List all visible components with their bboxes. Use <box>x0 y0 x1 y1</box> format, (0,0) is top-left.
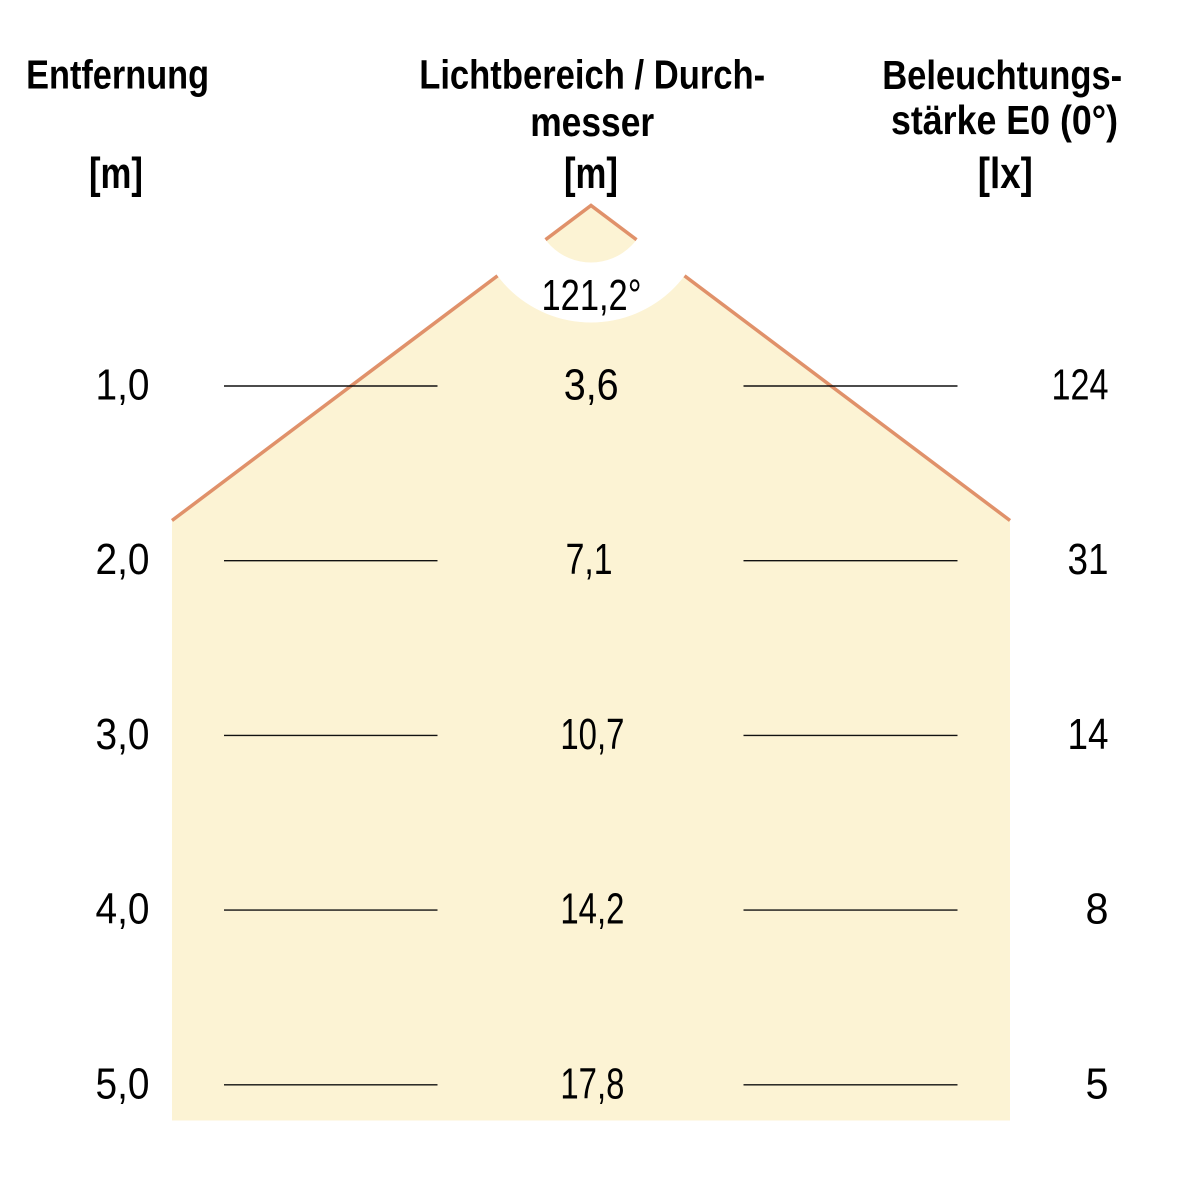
svg-text:31: 31 <box>1068 536 1109 584</box>
svg-text:121,2°: 121,2° <box>542 272 642 320</box>
svg-text:2,0: 2,0 <box>96 536 150 584</box>
svg-text:14: 14 <box>1068 711 1109 759</box>
svg-text:[m]: [m] <box>89 149 143 198</box>
svg-text:7,1: 7,1 <box>566 536 613 584</box>
svg-text:Lichtbereich / Durch-: Lichtbereich / Durch- <box>419 52 765 98</box>
svg-text:4,0: 4,0 <box>96 886 150 934</box>
svg-text:3,0: 3,0 <box>96 711 150 759</box>
svg-text:124: 124 <box>1052 362 1109 410</box>
svg-text:3,6: 3,6 <box>564 362 619 410</box>
svg-text:1,0: 1,0 <box>96 362 150 410</box>
svg-text:[lx]: [lx] <box>978 149 1033 198</box>
svg-text:messer: messer <box>530 99 654 145</box>
svg-text:[m]: [m] <box>564 149 618 198</box>
svg-text:10,7: 10,7 <box>560 711 624 759</box>
svg-text:17,8: 17,8 <box>560 1060 624 1108</box>
svg-text:Entfernung: Entfernung <box>26 52 209 98</box>
svg-text:5: 5 <box>1086 1060 1109 1108</box>
svg-text:8: 8 <box>1086 886 1109 934</box>
svg-text:Beleuchtungs-: Beleuchtungs- <box>882 52 1122 98</box>
svg-text:14,2: 14,2 <box>560 886 624 934</box>
svg-text:5,0: 5,0 <box>96 1060 150 1108</box>
svg-text:stärke E0 (0°): stärke E0 (0°) <box>891 97 1118 143</box>
